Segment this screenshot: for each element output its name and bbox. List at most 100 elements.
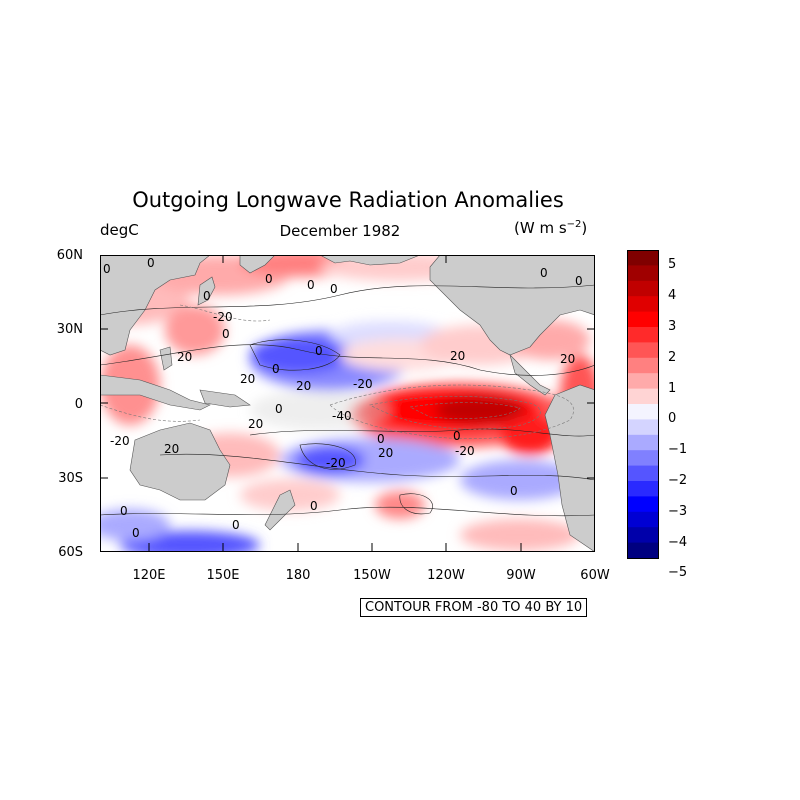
- colorbar-label: 2: [668, 349, 677, 365]
- axis-ticks: [100, 255, 595, 552]
- colorbar-band: [628, 527, 658, 544]
- lat-label-eq: 0: [74, 397, 83, 412]
- contour-label: 0: [453, 429, 461, 443]
- lat-label-30s: 30S: [58, 471, 83, 486]
- landmass-australia: [129, 422, 231, 501]
- contour-label: 0: [377, 432, 385, 446]
- contour-label: 0: [540, 266, 548, 280]
- colorbar-label: 5: [668, 257, 677, 273]
- colorbar-label: 0: [668, 411, 677, 427]
- colorbar-label: −3: [668, 503, 688, 519]
- lat-label-30n: 30N: [56, 322, 83, 337]
- contour-lines: [100, 284, 595, 517]
- contour-label: 0: [265, 272, 273, 286]
- landmass-kamchatka: [239, 255, 276, 274]
- contour-label: 0: [310, 499, 318, 513]
- units-exponent: −2: [566, 219, 582, 230]
- left-subtitle: degC: [100, 221, 139, 239]
- contour-label: -20: [326, 456, 346, 470]
- contour-label: 0: [510, 484, 518, 498]
- colorbar-band: [628, 373, 658, 390]
- negative-contour-lines: [100, 304, 574, 439]
- lon-label-120w: 120W: [427, 568, 465, 583]
- contour-label: -20: [353, 377, 373, 391]
- colorbar-band: [628, 481, 658, 497]
- colorbar-band: [628, 388, 658, 405]
- land-masses: [100, 255, 595, 552]
- colorbar-label: 1: [668, 380, 677, 396]
- units-subtitle: (W m s−2): [514, 219, 587, 237]
- contour-label: 20: [560, 352, 575, 366]
- landmass-north-america: [429, 255, 595, 356]
- landmass-indonesia: [100, 374, 211, 411]
- contour-label: 0: [232, 518, 240, 532]
- colorbar-label: −5: [668, 565, 688, 581]
- lon-label-150w: 150W: [353, 568, 391, 583]
- center-subtitle: December 1982: [279, 222, 401, 240]
- units-close: ): [581, 219, 588, 237]
- contour-label: 20: [177, 350, 192, 364]
- contour-label: 20: [164, 442, 179, 456]
- colorbar-label: −2: [668, 473, 688, 488]
- colorbar-label: 4: [668, 288, 677, 304]
- colorbar-band: [628, 434, 658, 451]
- contour-label: 0: [120, 504, 128, 518]
- contour-label: 20: [248, 417, 263, 431]
- colorbar-bands: [628, 250, 658, 559]
- colorbar-label: −1: [668, 442, 688, 458]
- colorbar-band: [628, 327, 658, 343]
- contour-label: 20: [240, 372, 255, 386]
- colorbar-band: [628, 357, 658, 374]
- colorbar-band: [628, 250, 658, 266]
- contour-label: 0: [330, 282, 338, 296]
- colorbar-band: [628, 450, 658, 467]
- colorbar-band: [628, 404, 658, 420]
- colorbar-band: [628, 311, 658, 328]
- lon-label-120e: 120E: [132, 568, 166, 583]
- colorbar-band: [628, 511, 658, 528]
- lon-label-150e: 150E: [206, 568, 240, 583]
- contour-labels: 0 0 0 0 0 0 -20 0 20 0 20 20 0 20 -20 -4…: [103, 256, 583, 540]
- colorbar-band: [628, 496, 658, 513]
- landmass-japan: [197, 276, 216, 306]
- contour-label: 0: [132, 526, 140, 540]
- landmass-alaska: [319, 255, 421, 266]
- colorbar-band: [628, 296, 658, 313]
- colorbar-band: [628, 465, 658, 482]
- colorbar-label: 3: [668, 319, 677, 334]
- landmass-new-zealand: [264, 489, 296, 531]
- colorbar-border: [627, 250, 659, 559]
- units-text: (W m s: [514, 219, 567, 237]
- colorbar-band: [628, 542, 658, 559]
- contour-label: -40: [332, 409, 352, 423]
- lon-label-90w: 90W: [506, 568, 536, 583]
- map-panel: 0 0 0 0 0 0 -20 0 20 0 20 20 0 20 -20 -4…: [100, 255, 595, 552]
- lon-label-60w: 60W: [580, 568, 610, 583]
- contour-info-box: CONTOUR FROM -80 TO 40 BY 10: [360, 598, 588, 617]
- lat-label-60n: 60N: [56, 248, 83, 263]
- landmass-philippines: [159, 346, 173, 371]
- contour-label: -20: [213, 310, 233, 324]
- contour-label: 0: [147, 256, 155, 270]
- contour-label: 0: [575, 274, 583, 288]
- contour-label: 0: [103, 262, 111, 276]
- contour-label: 20: [296, 379, 311, 393]
- colorbar: [627, 250, 659, 559]
- contour-label: 0: [222, 327, 230, 341]
- contour-label: 0: [315, 344, 323, 358]
- contour-label: -20: [455, 444, 475, 458]
- landmass-asia: [100, 255, 211, 356]
- contour-label: 20: [378, 446, 393, 460]
- landmass-new-guinea: [199, 389, 251, 408]
- landmass-south-america: [544, 384, 595, 552]
- colorbar-band: [628, 342, 658, 359]
- colorbar-band: [628, 265, 658, 282]
- contour-label: 20: [450, 349, 465, 363]
- colorbar-label: −4: [668, 534, 688, 550]
- contour-label: 0: [203, 289, 211, 303]
- colorbar-band: [628, 280, 658, 297]
- contour-label: 0: [272, 362, 280, 376]
- chart-title: Outgoing Longwave Radiation Anomalies: [132, 188, 564, 212]
- contour-label: 0: [275, 402, 283, 416]
- colorbar-band: [628, 419, 658, 436]
